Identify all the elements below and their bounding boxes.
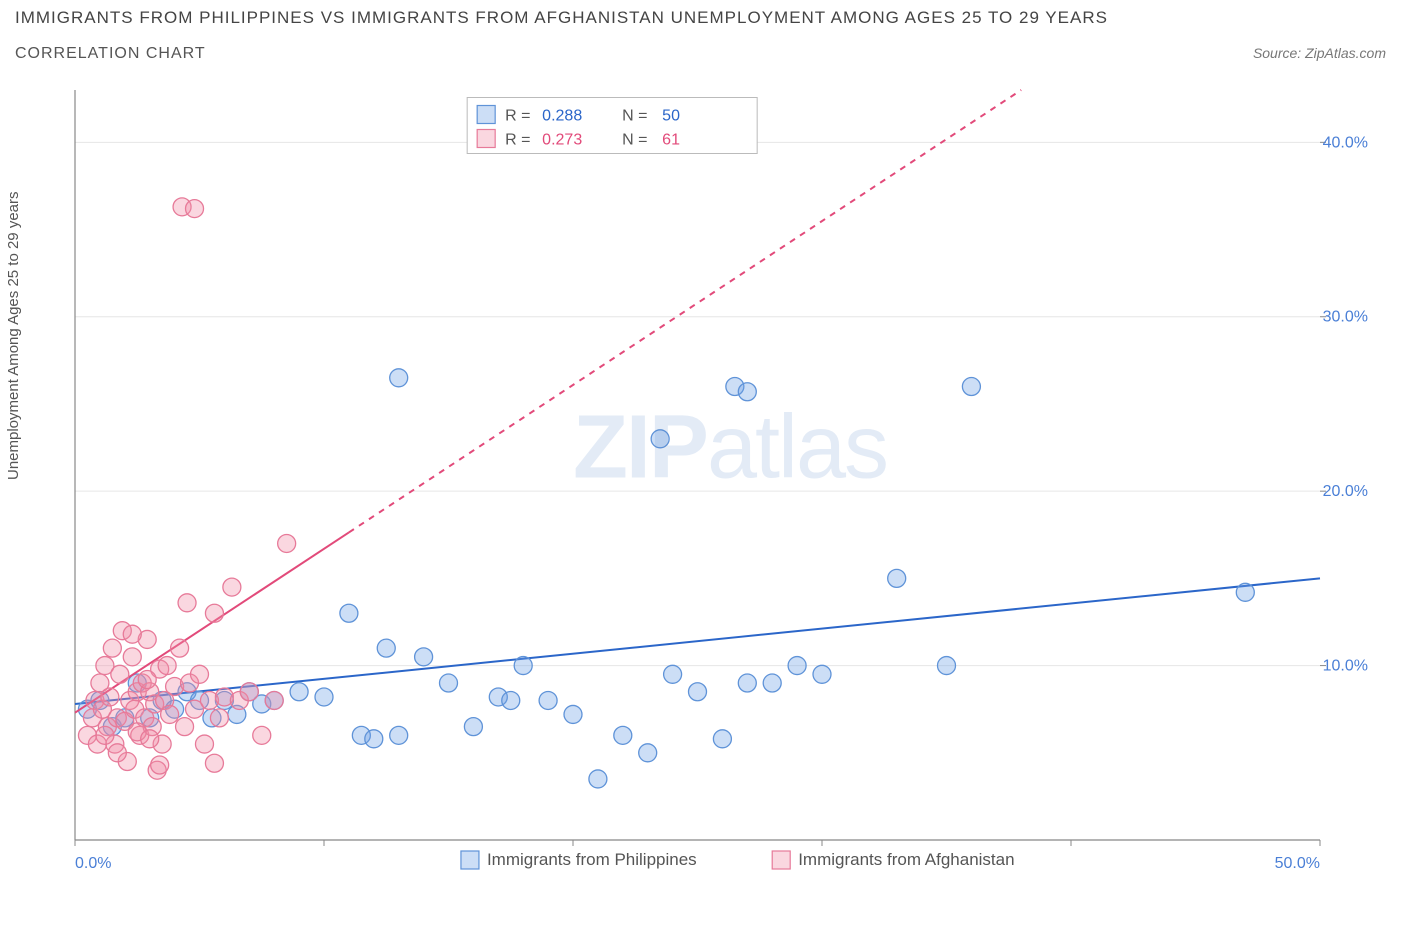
y-axis-label: Unemployment Among Ages 25 to 29 years [5,191,22,480]
source-label: Source: ZipAtlas.com [1253,45,1386,61]
svg-text:0.0%: 0.0% [75,855,111,872]
svg-text:N =: N = [622,108,647,125]
svg-text:10.0%: 10.0% [1323,658,1368,675]
svg-text:20.0%: 20.0% [1323,483,1368,500]
chart-svg: 0.0% 50.0% 10.0% 20.0% 30.0% 40.0% R = 0.288 N =… [70,80,1390,880]
svg-text:Immigrants from Philippines: Immigrants from Philippines [487,850,697,869]
svg-text:30.0%: 30.0% [1323,309,1368,326]
svg-text:Immigrants from Afghanistan: Immigrants from Afghanistan [798,850,1014,869]
svg-text:R =: R = [505,108,530,125]
chart-subtitle: CORRELATION CHART [15,45,206,63]
svg-text:0.288: 0.288 [542,108,582,125]
chart-title: IMMIGRANTS FROM PHILIPPINES VS IMMIGRANT… [15,8,1108,28]
svg-text:50: 50 [662,108,680,125]
svg-text:50.0%: 50.0% [1275,855,1320,872]
svg-text:R =: R = [505,132,530,149]
svg-text:N =: N = [622,132,647,149]
svg-text:40.0%: 40.0% [1323,134,1368,151]
scatter-chart: 0.0% 50.0% 10.0% 20.0% 30.0% 40.0% R = 0.288 N =… [70,80,1390,880]
svg-text:0.273: 0.273 [542,132,582,149]
svg-text:61: 61 [662,132,680,149]
